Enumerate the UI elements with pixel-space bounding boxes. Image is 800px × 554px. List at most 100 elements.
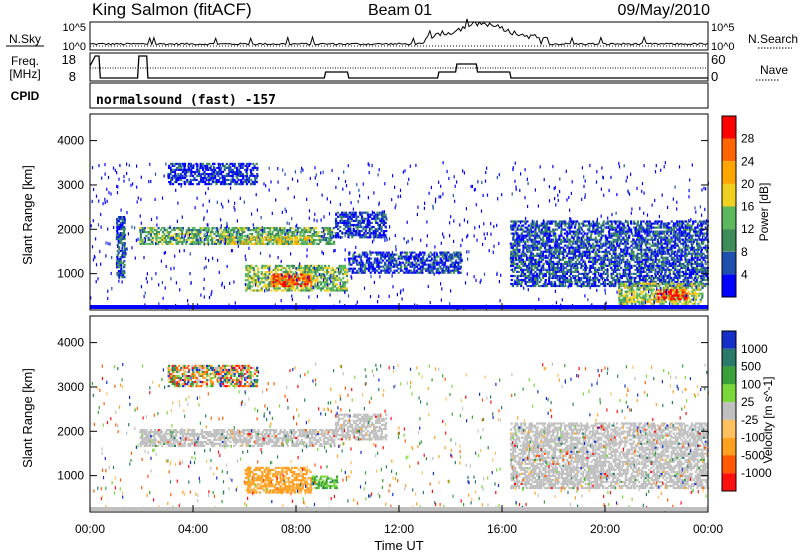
heat-cell: [666, 260, 669, 263]
heat-cell: [556, 254, 559, 257]
heat-cell: [630, 230, 633, 233]
heat-cell: [572, 252, 575, 255]
heat-cell: [511, 220, 515, 223]
heat-cell: [280, 233, 283, 236]
heat-cell: [123, 216, 126, 219]
heat-cell: [616, 224, 619, 227]
heat-cell: [582, 244, 585, 247]
heat-cell: [542, 282, 545, 286]
heat-cell: [654, 280, 657, 284]
heat-cell: [331, 242, 334, 245]
heat-cell: [310, 277, 313, 280]
heat-cell: [684, 274, 687, 278]
heat-cell: [195, 170, 199, 174]
heat-cell: [431, 265, 434, 268]
heat-cell: [411, 261, 414, 264]
heat-cell: [610, 232, 613, 235]
heat-cell: [639, 296, 642, 299]
heat-cell: [343, 271, 346, 274]
heat-cell: [317, 238, 320, 242]
heat-cell: [459, 253, 462, 256]
heat-cell: [334, 221, 338, 224]
heat-cell: [652, 258, 655, 261]
heat-cell: [512, 242, 515, 245]
heat-cell: [167, 242, 170, 245]
heat-cell: [239, 242, 242, 245]
heat-cell: [640, 262, 643, 265]
heat-cell: [193, 176, 196, 180]
heat-cell: [439, 265, 442, 268]
heat-cell: [616, 244, 619, 247]
heat-cell: [383, 257, 386, 260]
heat-cell: [365, 225, 368, 229]
heat-cell: [576, 230, 579, 233]
heat-cell: [628, 262, 631, 265]
freq-unit-label: [MHz]: [9, 67, 40, 81]
heat-cell: [639, 220, 643, 223]
heat-cell: [393, 257, 396, 260]
heat-cell: [540, 224, 543, 227]
heat-cell: [524, 254, 527, 257]
heat-cell: [546, 220, 549, 223]
heat-cell: [614, 260, 617, 263]
heat-cell: [349, 257, 352, 260]
heat-cell: [116, 218, 119, 221]
heat-cell: [302, 273, 305, 276]
heat-cell: [602, 284, 605, 288]
heat-cell: [552, 234, 555, 237]
heat-cell: [520, 274, 523, 278]
heat-cell: [263, 275, 266, 278]
heat-cell: [532, 254, 535, 257]
heat-cell: [239, 170, 242, 174]
heat-cell: [674, 250, 677, 253]
heat-cell: [363, 267, 367, 270]
heat-cell: [604, 244, 607, 247]
heat-cell: [349, 234, 352, 237]
heat-cell: [119, 216, 122, 219]
heat-cell: [580, 238, 583, 241]
heat-cell: [393, 259, 396, 262]
heat-cell: [548, 260, 551, 263]
heat-cell: [121, 254, 124, 257]
heat-cell: [666, 268, 669, 271]
heat-cell: [187, 227, 190, 230]
heat-cell: [339, 230, 342, 233]
heat-cell: [586, 254, 589, 257]
heat-cell: [266, 264, 270, 267]
heat-cell: [636, 220, 639, 223]
heat-cell: [223, 236, 226, 239]
heat-cell: [352, 215, 356, 218]
heat-cell: [380, 217, 383, 220]
heat-cell: [118, 228, 121, 231]
heat-cell: [668, 222, 671, 225]
heat-cell: [632, 234, 635, 237]
heat-cell: [353, 223, 356, 227]
heat-cell: [235, 231, 238, 234]
heat-cell: [565, 260, 568, 263]
heat-cell: [578, 248, 581, 251]
heat-cell: [636, 282, 639, 285]
heat-cell: [123, 260, 126, 263]
heat-cell: [622, 252, 625, 255]
heat-cell: [602, 260, 605, 263]
heat-cell: [247, 287, 250, 290]
heat-cell: [149, 231, 153, 234]
heat-cell: [551, 274, 554, 278]
heat-cell: [522, 272, 525, 275]
heat-cell: [253, 183, 256, 186]
heat-cell: [576, 278, 579, 282]
heat-cell: [212, 174, 215, 178]
heat-cell: [244, 178, 247, 182]
heat-cell: [674, 230, 677, 233]
heat-cell: [371, 251, 374, 254]
nave-tick-high: 60: [711, 52, 725, 67]
heat-cell: [652, 282, 655, 285]
heat-cell: [569, 276, 573, 280]
heat-cell: [511, 284, 514, 288]
heat-cell: [610, 262, 613, 265]
heat-cell: [580, 256, 583, 259]
heat-cell: [548, 272, 551, 275]
heat-cell: [365, 259, 369, 262]
heat-cell: [345, 268, 348, 272]
